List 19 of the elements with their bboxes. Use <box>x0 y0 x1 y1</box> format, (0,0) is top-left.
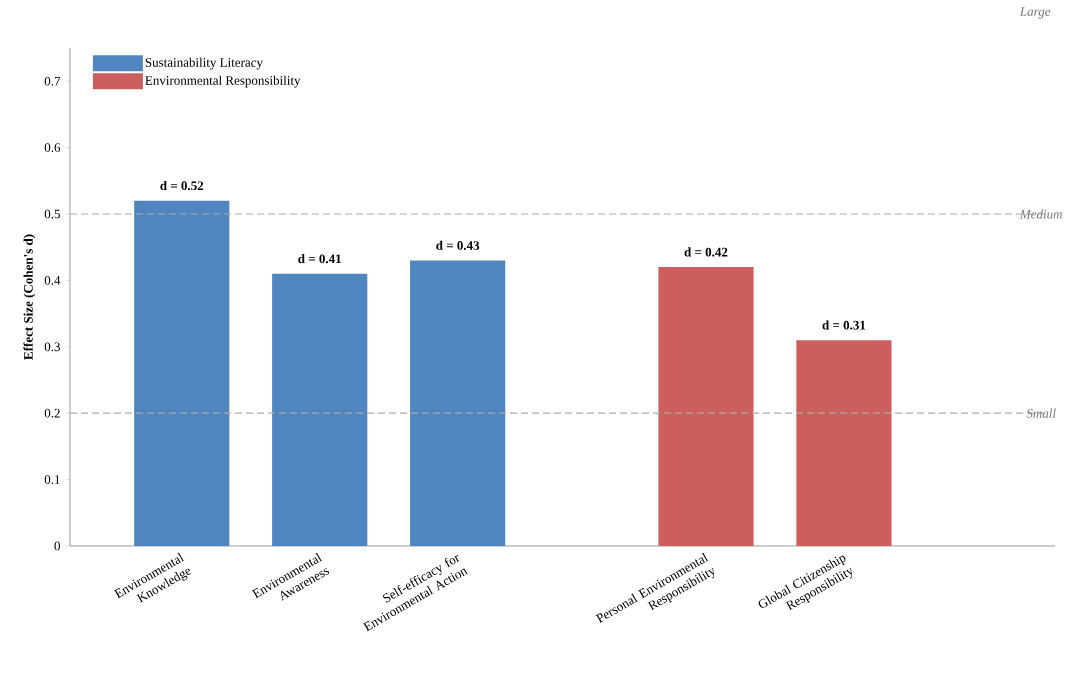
y-tick-label: 0.2 <box>44 408 60 418</box>
y-axis-title: Effect Size (Cohen's d) <box>23 234 36 360</box>
y-tick-label: 0 <box>54 541 60 551</box>
data-label: d = 0.52 <box>160 180 204 191</box>
y-tick-label: 0.4 <box>44 275 61 285</box>
data-label: d = 0.41 <box>298 254 341 264</box>
legend-label: Environmental Responsibility <box>145 75 301 88</box>
data-label: d = 0.43 <box>436 240 480 250</box>
y-tick-label: 0.7 <box>44 76 61 86</box>
y-tick-label: 0.5 <box>44 209 60 219</box>
ref-line-label: Medium <box>1019 209 1062 219</box>
data-label: d = 0.31 <box>822 320 866 330</box>
data-label: d = 0.42 <box>684 247 728 257</box>
legend-label: Sustainability Literacy <box>145 57 263 70</box>
y-tick-label: 0.1 <box>44 475 60 484</box>
ref-line-label: Small <box>1026 408 1056 418</box>
y-tick-label: 0.3 <box>44 342 60 352</box>
y-tick-label: 0.6 <box>44 143 61 152</box>
text: Large <box>1019 7 1051 19</box>
